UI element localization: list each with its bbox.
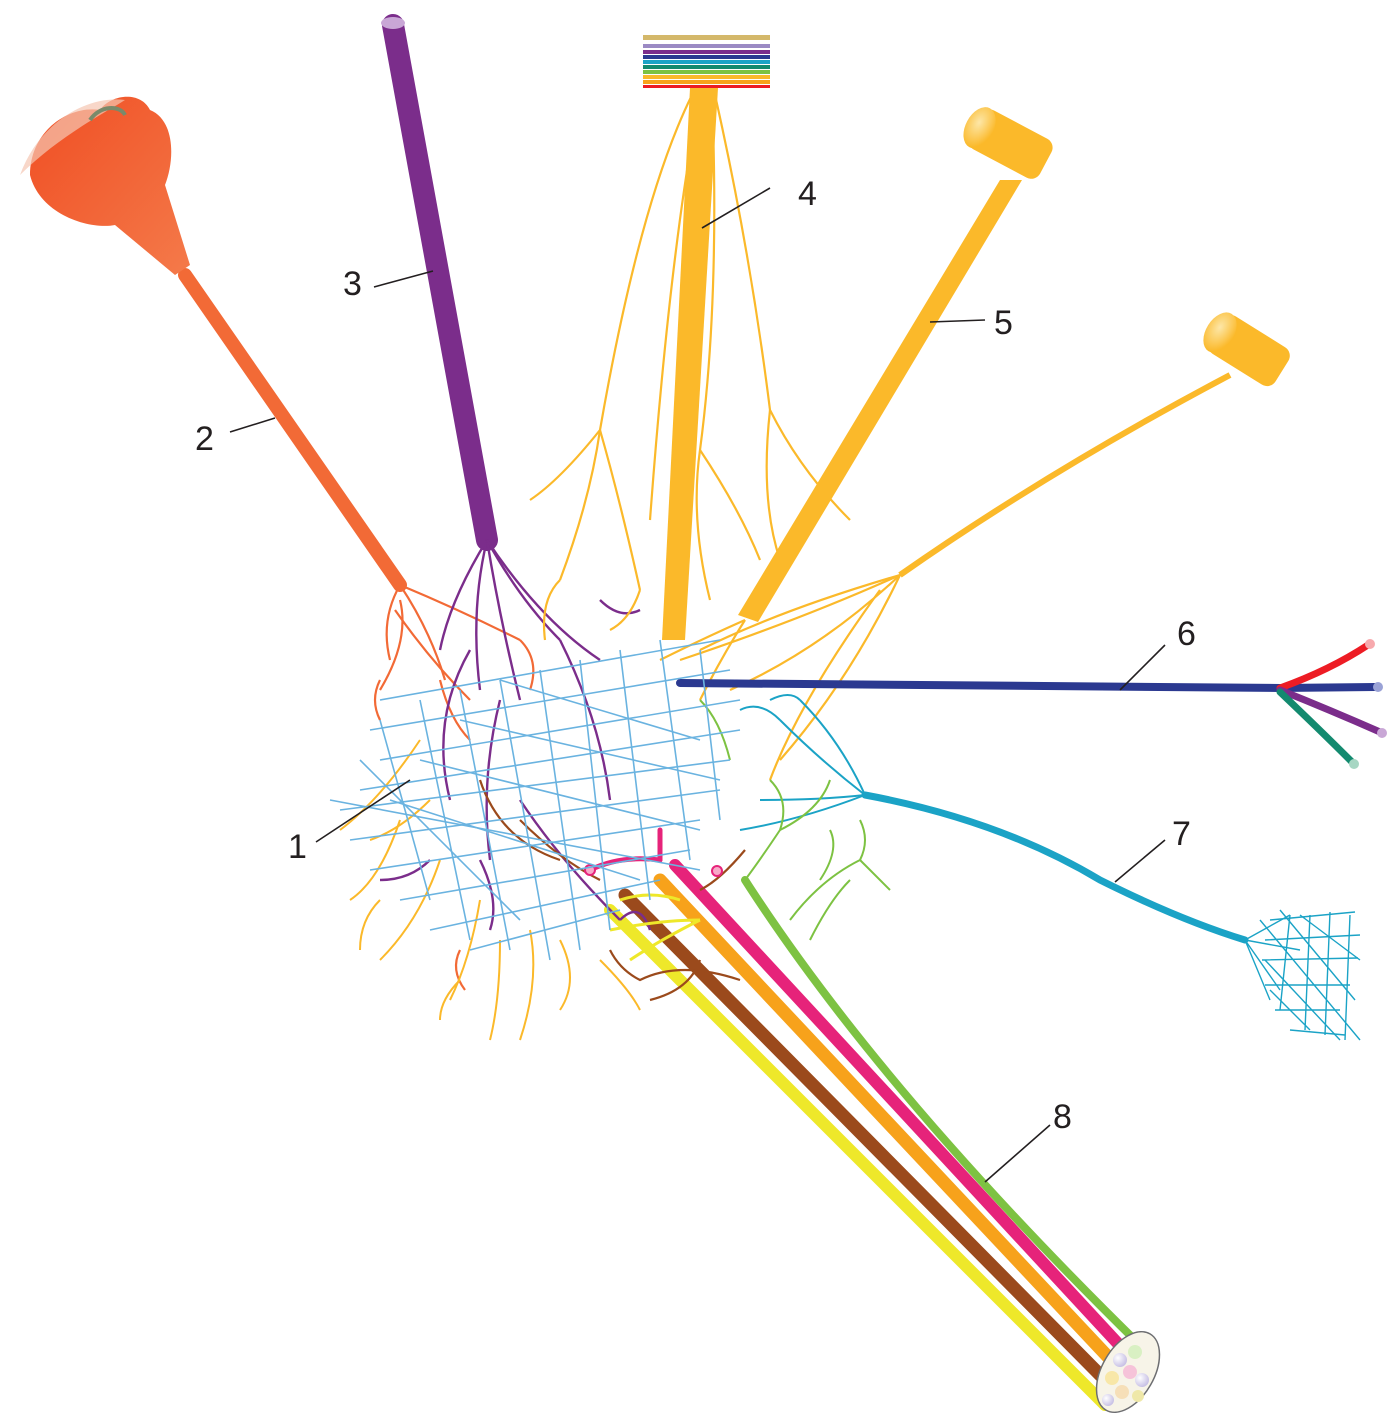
mesh-1 [329,639,741,961]
green-branches [699,699,891,941]
fiber-5 [659,107,1053,701]
callout-6: 6 [1177,615,1196,653]
callout-3: 3 [343,265,362,303]
callout-7: 7 [1172,815,1191,853]
fiber-4 [529,35,851,641]
callout-2: 2 [195,420,214,458]
fiber-6 [676,639,1387,769]
callout-4: 4 [798,175,817,213]
fiber-5b [679,312,1290,781]
stacked-layers-icon [643,35,770,88]
cylinder-terminal-icon [963,107,1053,179]
callout-1: 1 [288,828,307,866]
callout-8: 8 [1053,1098,1072,1136]
fiber-2 [20,96,535,991]
fiber-bundle-8 [604,859,1161,1414]
gold-lower-branches [339,739,641,1041]
flower-receptor-icon [20,96,190,275]
cylinder-terminal-icon [1203,312,1290,387]
leader-lines [229,187,1166,1183]
fiber-3 [379,14,652,931]
callout-labels: 1 2 3 4 5 6 7 8 [195,175,1196,1136]
callout-5: 5 [994,304,1013,342]
fiber-bundle-icon [1095,1330,1161,1414]
fiber-7 [739,694,1361,1041]
